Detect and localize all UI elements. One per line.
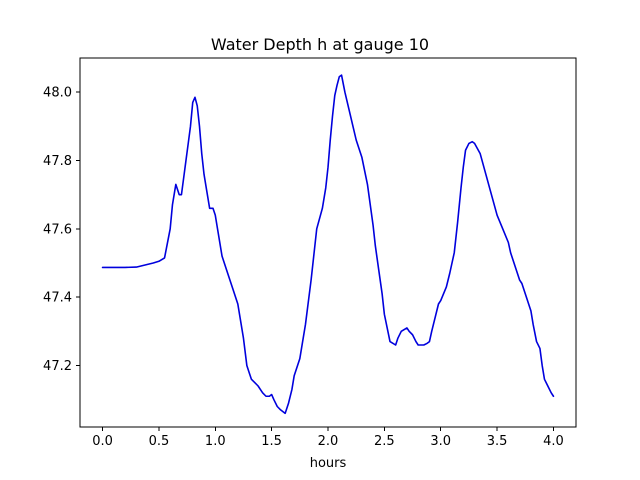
x-axis-label: hours (310, 456, 347, 471)
x-tick-label: 3.5 (487, 434, 508, 449)
x-tick-label: 1.5 (261, 434, 282, 449)
x-tick-label: 2.5 (374, 434, 395, 449)
chart-title: Water Depth h at gauge 10 (211, 35, 429, 54)
x-tick-label: 4.0 (543, 434, 564, 449)
x-tick-label: 2.0 (318, 434, 339, 449)
axes-frame (79, 57, 577, 428)
x-axis: 0.0 0.5 1.0 1.5 2.0 2.5 3.0 3.5 4.0 (92, 427, 564, 449)
y-tick-label: 47.6 (43, 222, 72, 237)
y-tick-label: 47.8 (43, 154, 72, 169)
y-tick-label: 47.2 (43, 359, 72, 374)
x-tick-label: 0.5 (149, 434, 170, 449)
y-tick-label: 47.4 (43, 291, 72, 306)
plot-area (101, 74, 555, 415)
x-tick-label: 1.0 (205, 434, 226, 449)
water-depth-line (101, 74, 555, 415)
x-tick-label: 0.0 (92, 434, 113, 449)
x-tick-label: 3.0 (430, 434, 451, 449)
y-axis: 47.2 47.4 47.6 47.8 48.0 (43, 86, 80, 374)
y-tick-label: 48.0 (43, 86, 72, 101)
